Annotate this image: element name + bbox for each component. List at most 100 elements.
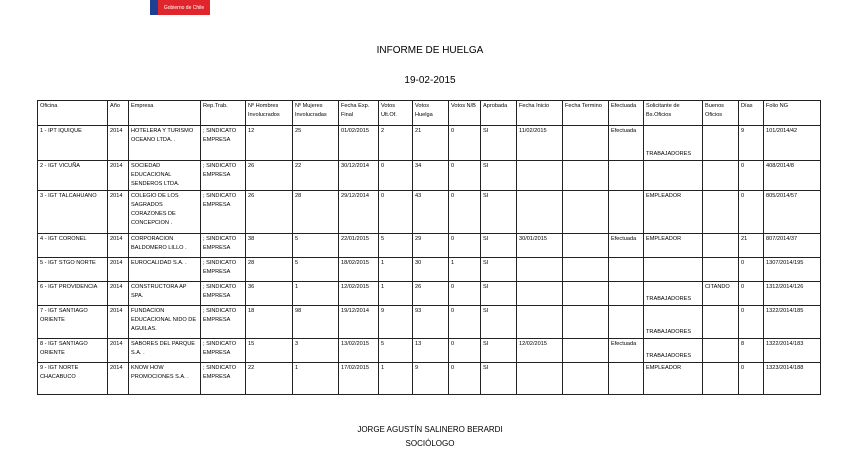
table-cell: SI (480, 362, 517, 395)
table-cell: 21 (412, 125, 449, 161)
table-cell: ; SINDICATO EMPRESA (200, 160, 246, 191)
table-cell (516, 281, 563, 306)
table-cell: 0 (448, 362, 481, 395)
table-cell: SI (480, 125, 517, 161)
table-cell: 2014 (107, 233, 129, 258)
table-cell (608, 362, 644, 395)
table-cell (516, 160, 563, 191)
table-cell: 18/02/2015 (338, 257, 379, 282)
signature-name: JORGE AGUSTÍN SALINERO BERARDI (357, 425, 503, 434)
table-cell: CITANDO (702, 281, 739, 306)
table-cell (562, 160, 609, 191)
table-cell: 408/2014/8 (763, 160, 821, 191)
table-cell: 43 (412, 190, 449, 234)
table-cell: SI (480, 233, 517, 258)
table-cell: 26 (412, 281, 449, 306)
table-cell: 2014 (107, 281, 129, 306)
table-cell: KNOW HOW PROMOCIONES S.A. . (128, 362, 201, 395)
table-cell: 9 (412, 362, 449, 395)
table-cell: 7 - IGT SANTIAGO ORIENTE (37, 305, 108, 339)
table-cell (702, 125, 739, 161)
table-cell: 36 (245, 281, 293, 306)
table-cell: 8 - IGT SANTIAGO ORIENTE (37, 338, 108, 363)
table-cell: 2014 (107, 160, 129, 191)
table-cell (516, 305, 563, 339)
column-header: Aprobada (480, 100, 517, 126)
table-cell (702, 160, 739, 191)
table-cell: 1 (378, 362, 413, 395)
table-row: 7 - IGT SANTIAGO ORIENTE 2014 FUNDACION ED… (37, 305, 821, 339)
table-cell: 5 - IGT STGO NORTE (37, 257, 108, 282)
table-cell (608, 160, 644, 191)
table-cell: 0 (738, 257, 764, 282)
table-cell: 1323/2014/188 (763, 362, 821, 395)
table-row: 2 - IGT VICUÑA 2014 SOCIEDAD EDUCACIONAL S… (37, 160, 821, 191)
table-cell: 18 (245, 305, 293, 339)
table-cell: 1312/2014/126 (763, 281, 821, 306)
table-cell (562, 305, 609, 339)
table-cell (702, 233, 739, 258)
column-header: Solicitante de Bs.Oficios (643, 100, 703, 126)
table-cell: 13/02/2015 (338, 338, 379, 363)
column-header: Fecha Termino (562, 100, 609, 126)
table-cell: 1 (378, 281, 413, 306)
column-header: Empresa (128, 100, 201, 126)
table-row: 8 - IGT SANTIAGO ORIENTE 2014 SABORES DEL … (37, 338, 821, 363)
table-cell (702, 305, 739, 339)
table-cell: 9 (738, 125, 764, 161)
table-cell: 2014 (107, 362, 129, 395)
table-cell: TRABAJADORES (643, 305, 703, 339)
table-cell (562, 281, 609, 306)
table-cell: ; SINDICATO EMPRESA (200, 362, 246, 395)
column-header: Efectuada (608, 100, 644, 126)
table-cell: 2 - IGT VICUÑA (37, 160, 108, 191)
table-cell: 25 (292, 125, 339, 161)
table-cell: 11/02/2015 (516, 125, 563, 161)
table-cell: 93 (412, 305, 449, 339)
column-header: Año (107, 100, 129, 126)
table-cell: SI (480, 190, 517, 234)
table-cell: 6 - IGT PROVIDENCIA (37, 281, 108, 306)
table-cell: COLEGIO DE LOS SAGRADOS CORAZONES DE CON… (128, 190, 201, 234)
table-cell: 1322/2014/185 (763, 305, 821, 339)
table-cell: HOTELERA Y TURISMO OCEANO LTDA. . (128, 125, 201, 161)
table-cell: SI (480, 281, 517, 306)
column-header: Folio NG (763, 100, 821, 126)
table-cell: Efectuada (608, 338, 644, 363)
table-cell (562, 233, 609, 258)
table-cell: 2014 (107, 190, 129, 234)
table-cell (702, 257, 739, 282)
table-cell: 28 (245, 257, 293, 282)
table-cell: ; SINDICATO EMPRESA (200, 233, 246, 258)
table-cell: 0 (448, 125, 481, 161)
table-cell: 1 (292, 281, 339, 306)
table-cell: 2014 (107, 338, 129, 363)
table-row: 1 - IPT IQUIQUE 2014 HOTELERA Y TURISMO OC… (37, 125, 821, 161)
table-cell: ; SINDICATO EMPRESA (200, 125, 246, 161)
table-cell: 1 - IPT IQUIQUE (37, 125, 108, 161)
table-row: 9 - IGT NORTE CHACABUCO 2014 KNOW HOW PROM… (37, 362, 821, 395)
table-cell: 22/01/2015 (338, 233, 379, 258)
column-header: Oficina (37, 100, 108, 126)
table-cell: 0 (738, 305, 764, 339)
table-cell: 38 (245, 233, 293, 258)
table-cell: 0 (448, 160, 481, 191)
table-cell: SI (480, 257, 517, 282)
table-cell (608, 281, 644, 306)
table-cell: 34 (412, 160, 449, 191)
table-cell (562, 190, 609, 234)
table-cell: 2014 (107, 305, 129, 339)
table-cell: 12/02/2015 (516, 338, 563, 363)
table-cell: CONSTRUCTORA AP SPA. (128, 281, 201, 306)
table-cell (702, 338, 739, 363)
table-cell: 21 (738, 233, 764, 258)
report-title: INFORME DE HUELGA (376, 45, 484, 56)
table-cell (562, 338, 609, 363)
table-cell: 807/2014/37 (763, 233, 821, 258)
column-header: Días (738, 100, 764, 126)
table-cell: SI (480, 305, 517, 339)
table-cell: 0 (378, 160, 413, 191)
table-cell: 1 (292, 362, 339, 395)
table-cell: 5 (378, 338, 413, 363)
table-cell: 1 (378, 257, 413, 282)
